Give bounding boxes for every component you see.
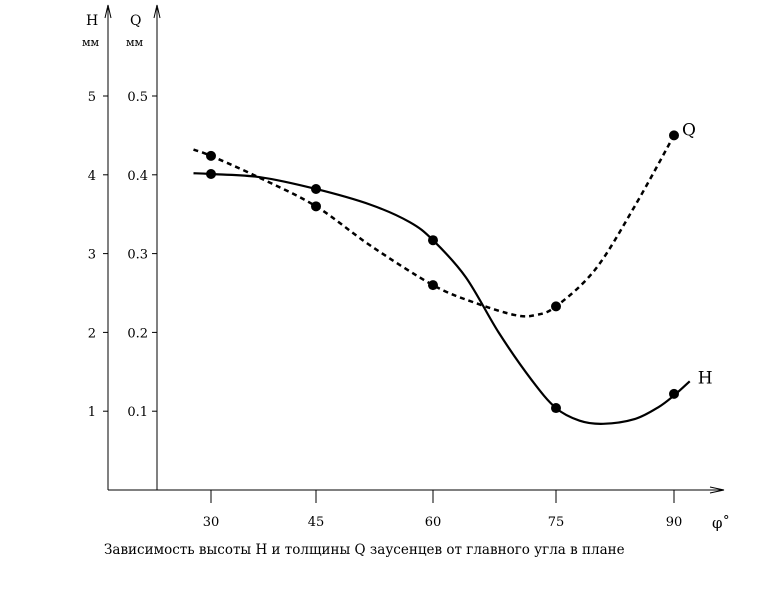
series-Q-point [206, 150, 216, 161]
series-H-label: H [698, 368, 713, 388]
q-tick-label: 0.1 [127, 405, 148, 420]
series-Q-point [669, 130, 679, 141]
q-tick-label: 0.2 [127, 326, 148, 341]
x-tick-label: 60 [425, 515, 442, 530]
x-tick-label: 90 [666, 515, 683, 530]
h-tick-label: 4 [88, 169, 96, 184]
series-H-point [669, 388, 679, 399]
h-tick-label: 2 [88, 326, 96, 341]
axes: Hмм Qмм 5 4 3 2 1 0.5 0.4 0.3 0.2 0.1 30 45 60 75 90 φ˚ [82, 4, 730, 532]
x-tick-label: 45 [308, 515, 325, 530]
h-axis-arrow-icon [104, 4, 112, 19]
series-Q-point [551, 301, 561, 312]
y-axis-unit-Q: мм [126, 36, 144, 49]
y-axis-title-Q: Q [130, 13, 141, 29]
series-Q-line [193, 134, 676, 318]
series-H-point [428, 235, 438, 246]
x-axis-arrow-icon [709, 486, 725, 494]
series-H-point [206, 169, 216, 180]
y-axis-title-H: H [86, 13, 98, 29]
series-H-line [193, 172, 691, 425]
series-Q-point [428, 280, 438, 291]
q-tick-label: 0.5 [127, 90, 148, 105]
x-tick-label: 75 [548, 515, 565, 530]
h-tick-label: 5 [88, 90, 96, 105]
x-axis-title: φ˚ [712, 514, 730, 532]
h-tick-label: 3 [88, 248, 96, 263]
series-Q-label: Q [682, 120, 696, 140]
series-Q-point [311, 201, 321, 212]
chart-caption: Зависимость высоты H и толщины Q заусенц… [104, 542, 625, 558]
series-H-point [311, 183, 321, 194]
q-tick-label: 0.3 [127, 248, 148, 263]
x-tick-label: 30 [203, 515, 220, 530]
series-H-point [551, 403, 561, 414]
h-tick-label: 1 [88, 405, 96, 420]
q-tick-label: 0.4 [127, 169, 148, 184]
y-axis-unit-H: мм [82, 36, 100, 49]
q-axis-arrow-icon [153, 4, 161, 19]
plot-area: HQ [193, 120, 713, 425]
